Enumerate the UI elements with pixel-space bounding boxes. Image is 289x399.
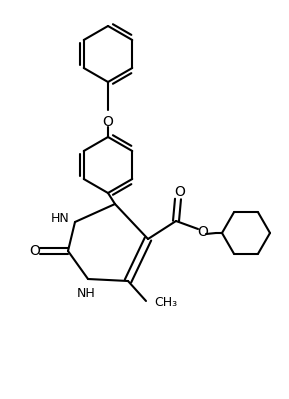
Text: NH: NH: [77, 287, 95, 300]
Text: CH₃: CH₃: [154, 296, 177, 310]
Text: O: O: [198, 225, 208, 239]
Text: O: O: [103, 115, 114, 129]
Text: HN: HN: [51, 213, 70, 225]
Text: O: O: [29, 244, 40, 258]
Text: O: O: [175, 185, 186, 199]
